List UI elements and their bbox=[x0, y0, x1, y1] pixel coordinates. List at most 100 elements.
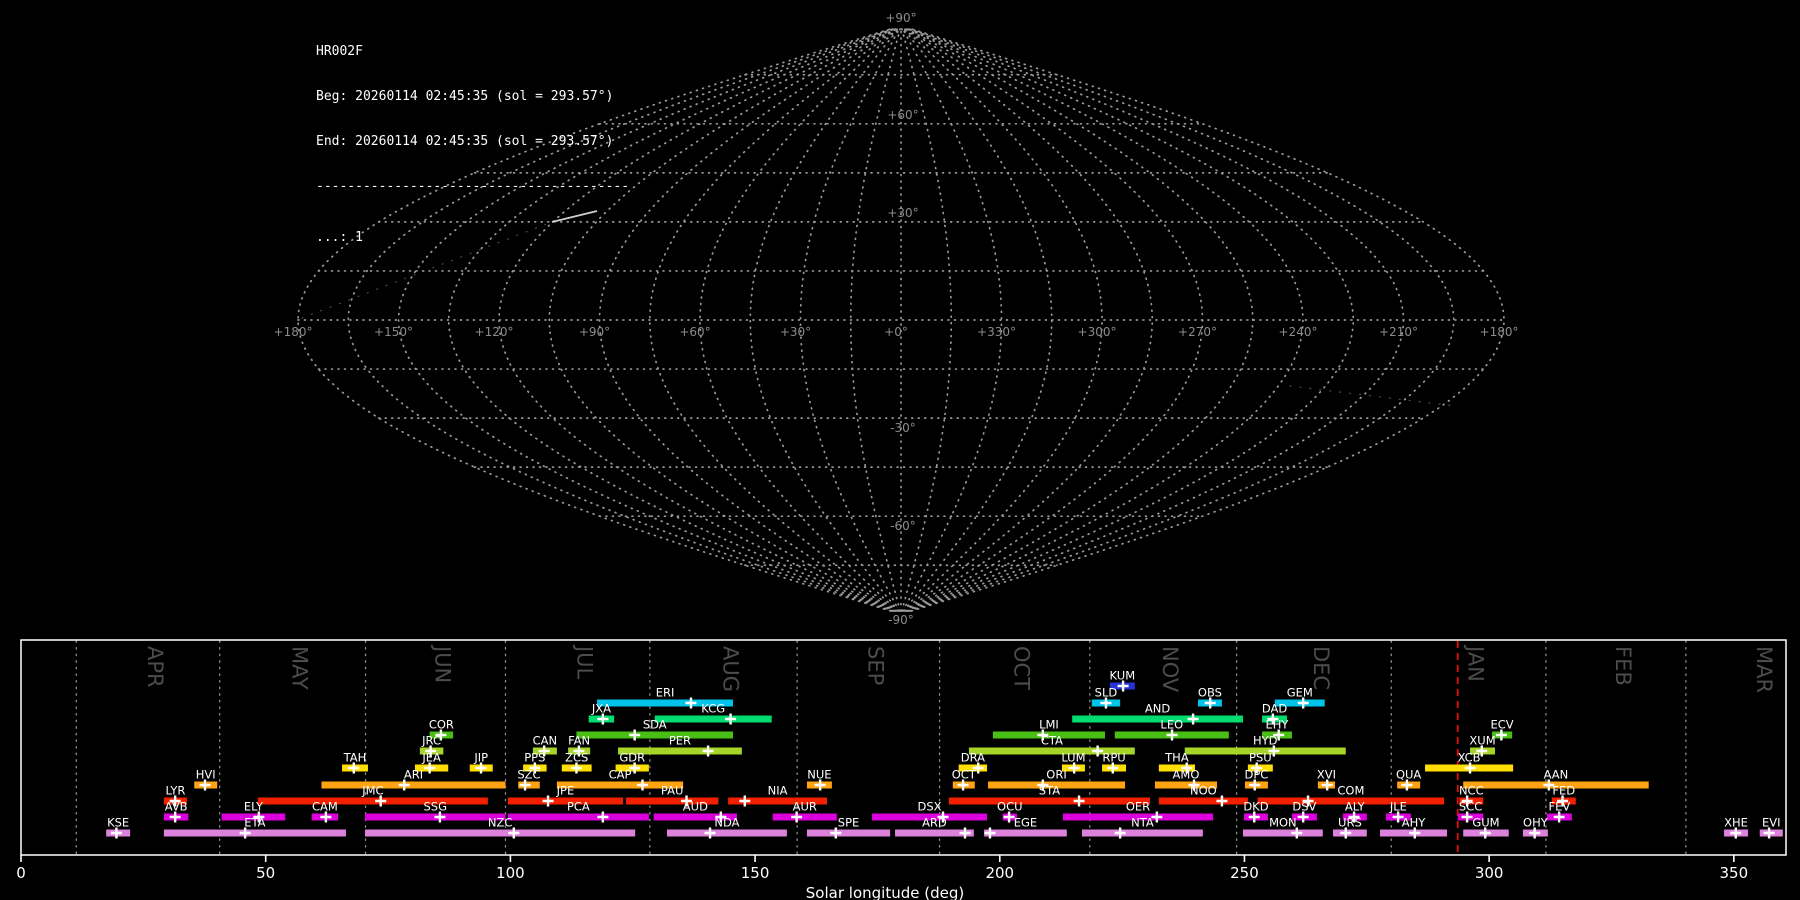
month-label: SEP bbox=[863, 646, 887, 685]
shower-label-SDA: SDA bbox=[643, 718, 667, 732]
shower-label-NZC: NZC bbox=[488, 816, 513, 830]
shower-peak-KCG bbox=[725, 713, 737, 725]
shower-bar-ETA bbox=[163, 829, 346, 837]
shower-bar-KCG bbox=[654, 715, 772, 723]
shower-label-DRA: DRA bbox=[961, 751, 985, 765]
x-tick-label: 250 bbox=[1230, 864, 1259, 882]
session-id: HR002F bbox=[316, 44, 363, 59]
shower-peak-NUE bbox=[814, 779, 826, 791]
shower-peak-NTA bbox=[1114, 827, 1126, 839]
shower-label-AND: AND bbox=[1145, 702, 1170, 716]
shower-peak-OBS bbox=[1204, 697, 1216, 709]
meteor-count: ...: 1 bbox=[316, 230, 363, 245]
shower-peak-STA bbox=[1073, 795, 1085, 807]
meridian-line bbox=[903, 28, 1103, 612]
shower-peak-PPS bbox=[529, 762, 541, 774]
shower-label-KUM: KUM bbox=[1110, 669, 1136, 683]
shower-label-ARD: ARD bbox=[922, 816, 947, 830]
shower-peak-DKD bbox=[1248, 811, 1260, 823]
meteor-great-circle bbox=[1289, 385, 1456, 407]
shower-peak-SZC bbox=[519, 779, 531, 791]
shower-peak-ECV bbox=[1495, 729, 1507, 741]
shower-peak-ETA bbox=[239, 827, 251, 839]
shower-bar-NTA bbox=[1081, 829, 1203, 837]
shower-peak-JRC bbox=[425, 745, 437, 757]
x-tick-label: 200 bbox=[985, 864, 1014, 882]
shower-peak-KSE bbox=[110, 827, 122, 839]
shower-label-NIA: NIA bbox=[768, 784, 788, 798]
shower-label-KCG: KCG bbox=[701, 702, 725, 716]
shower-label-PSU: PSU bbox=[1249, 751, 1272, 765]
shower-peak-AAN bbox=[1543, 779, 1555, 791]
shower-peak-ARD bbox=[959, 827, 971, 839]
shower-label-HVI: HVI bbox=[196, 768, 216, 782]
shower-peak-JEA bbox=[424, 762, 436, 774]
month-label: APR bbox=[143, 646, 167, 688]
shower-peak-NCC bbox=[1461, 795, 1473, 807]
shower-label-COR: COR bbox=[429, 718, 454, 732]
meridian-line bbox=[910, 28, 1505, 612]
shower-bar-NZC bbox=[365, 829, 636, 837]
shower-label-XCB: XCB bbox=[1458, 751, 1481, 765]
header-separator: ---------------------------------------- bbox=[316, 179, 630, 194]
shower-bar-CAP bbox=[556, 781, 684, 789]
shower-label-PCA: PCA bbox=[567, 800, 590, 814]
shower-bar-AAN bbox=[1463, 781, 1649, 789]
shower-peak-JLE bbox=[1392, 811, 1404, 823]
shower-peak-JMC bbox=[375, 795, 387, 807]
shower-label-SPE: SPE bbox=[838, 816, 860, 830]
shower-label-HYD: HYD bbox=[1253, 734, 1278, 748]
shower-label-NTA: NTA bbox=[1131, 816, 1154, 830]
pole-south-label: -90° bbox=[888, 613, 914, 627]
shower-peak-OCU bbox=[1003, 811, 1015, 823]
meridian-line bbox=[648, 28, 898, 612]
meridian-line bbox=[749, 28, 900, 612]
shower-label-ALY: ALY bbox=[1345, 800, 1366, 814]
meridian-label: +180° bbox=[274, 325, 313, 339]
shower-bar-JPE bbox=[507, 797, 623, 805]
parallel-label: -30° bbox=[890, 421, 916, 435]
parallel-label: +30° bbox=[887, 206, 918, 220]
shower-label-MON: MON bbox=[1269, 816, 1297, 830]
meridian-label: +300° bbox=[1078, 325, 1117, 339]
shower-label-FEV: FEV bbox=[1548, 800, 1570, 814]
shower-peak-XCB bbox=[1464, 762, 1476, 774]
shower-peak-CTA bbox=[1092, 745, 1104, 757]
shower-bar-LMI bbox=[992, 731, 1105, 739]
month-label: OCT bbox=[1010, 646, 1034, 690]
shower-peak-PCA bbox=[597, 811, 609, 823]
session-begin: Beg: 20260114 02:45:35 (sol = 293.57°) bbox=[316, 89, 614, 104]
shower-peak-JPE bbox=[542, 795, 554, 807]
shower-peak-DPC bbox=[1249, 779, 1261, 791]
meridian-line bbox=[498, 28, 895, 612]
shower-peak-ZCS bbox=[570, 762, 582, 774]
shower-peak-ALY bbox=[1348, 811, 1360, 823]
shower-label-CTA: CTA bbox=[1041, 734, 1063, 748]
shower-label-EVI: EVI bbox=[1762, 816, 1781, 830]
shower-peak-AUR bbox=[791, 811, 803, 823]
shower-peak-EHY bbox=[1273, 729, 1285, 741]
shower-label-XUM: XUM bbox=[1469, 734, 1495, 748]
shower-peak-AND bbox=[1187, 713, 1199, 725]
shower-label-JPE: JPE bbox=[556, 784, 575, 798]
month-label: NOV bbox=[1158, 646, 1182, 693]
session-end: End: 20260114 02:45:35 (sol = 293.57°) bbox=[316, 134, 614, 149]
timeline-border bbox=[20, 639, 1787, 856]
shower-label-ORI: ORI bbox=[1046, 768, 1066, 782]
shower-bar-COM bbox=[1257, 797, 1445, 805]
shower-bar-ORI bbox=[988, 781, 1126, 789]
shower-peak-DSX bbox=[937, 811, 949, 823]
shower-peak-CAN bbox=[538, 745, 550, 757]
shower-bar-AUR bbox=[772, 813, 837, 821]
x-axis: 0 50 100 150 200 250 300 350 Solar longitude (de… bbox=[16, 855, 1748, 900]
shower-peak-SLD bbox=[1100, 697, 1112, 709]
shower-peak-ELY bbox=[253, 811, 265, 823]
shower-peak-JIP bbox=[475, 762, 487, 774]
shower-label-AAN: AAN bbox=[1544, 768, 1569, 782]
shower-label-FED: FED bbox=[1552, 784, 1575, 798]
shower-label-JLE: JLE bbox=[1389, 800, 1407, 814]
x-tick-label: 100 bbox=[496, 864, 525, 882]
shower-peak-NIA bbox=[739, 795, 751, 807]
shower-label-JRC: JRC bbox=[421, 734, 441, 748]
shower-label-PER: PER bbox=[669, 734, 691, 748]
